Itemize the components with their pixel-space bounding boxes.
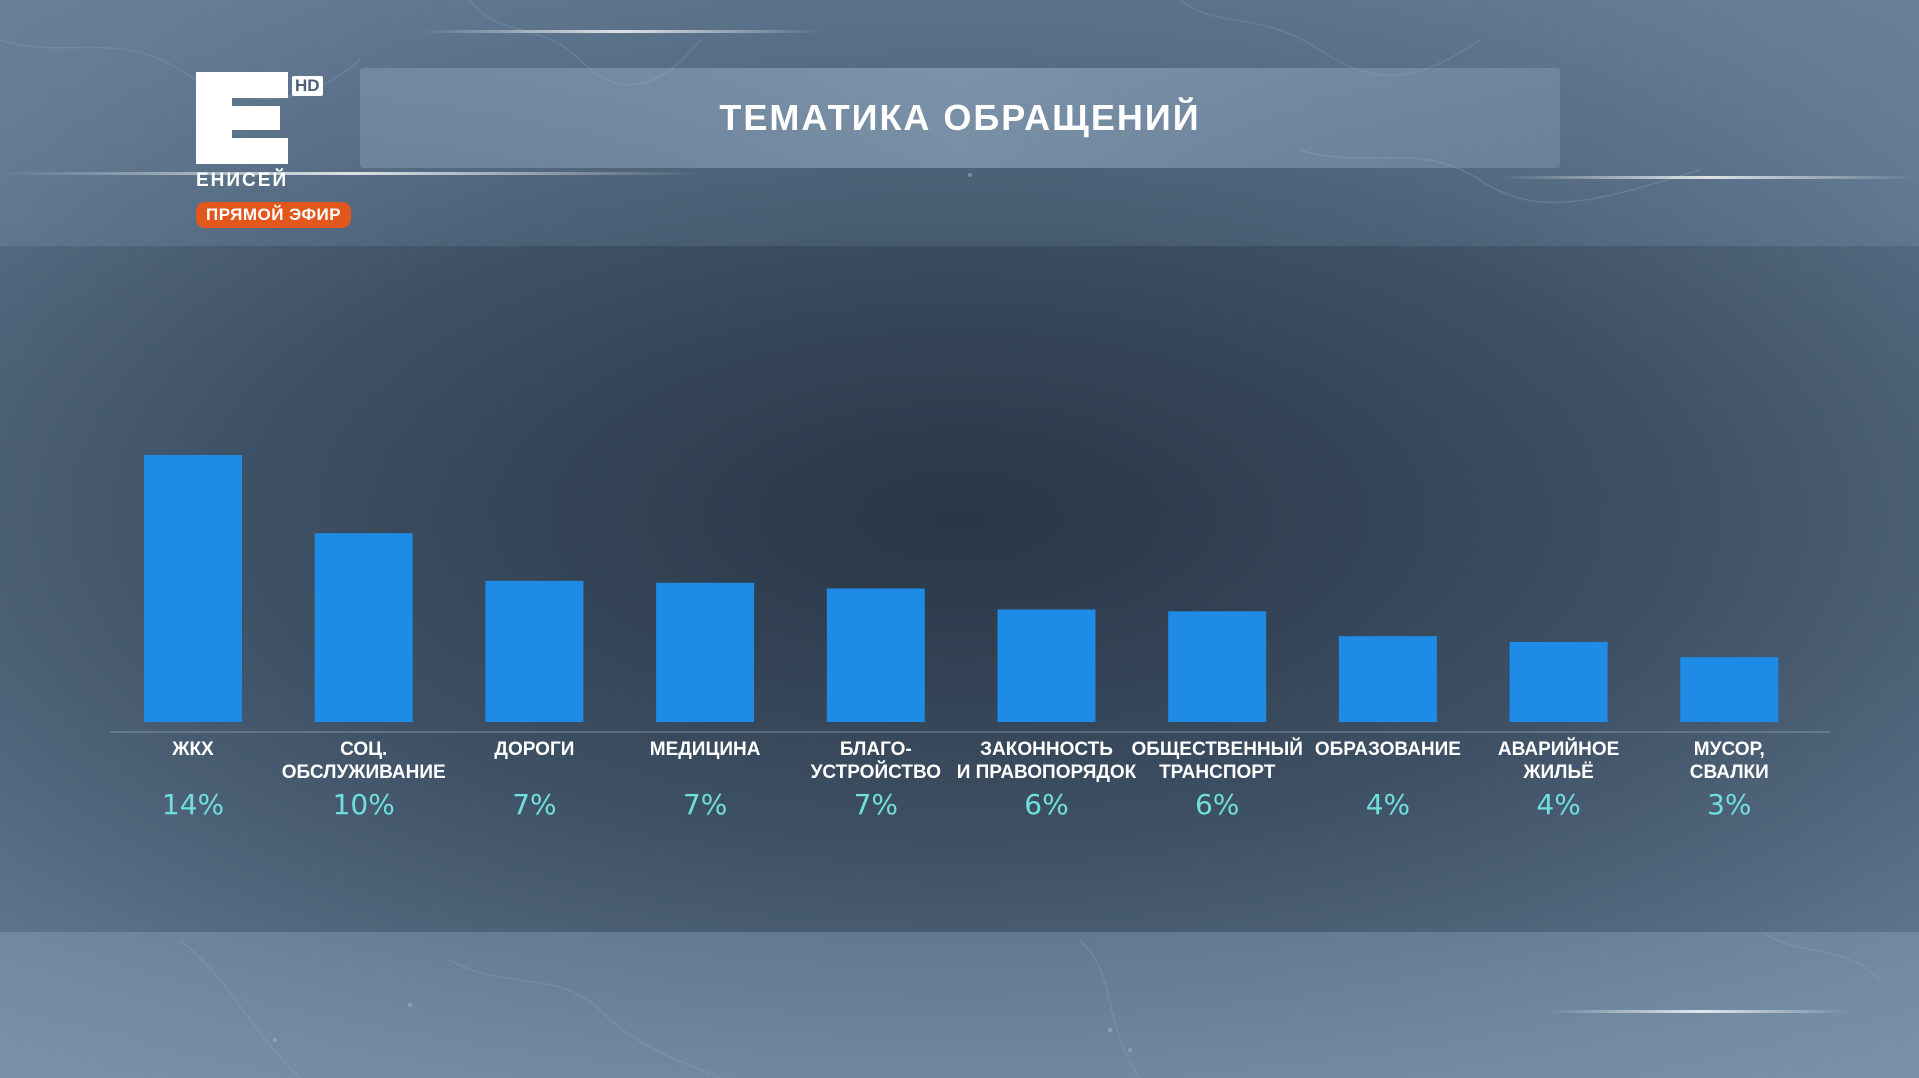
value-label: 6% [1195, 788, 1239, 821]
light-streak [0, 172, 700, 175]
light-streak [420, 30, 820, 33]
bar-9 [1509, 641, 1608, 722]
value-label: 7% [854, 788, 898, 821]
category-label: И ПРАВОПОРЯДОК [957, 762, 1137, 783]
category-label: СВАЛКИ [1690, 762, 1769, 783]
category-label: МЕДИЦИНА [650, 739, 761, 760]
title-bar: ТЕМАТИКА ОБРАЩЕНИЙ [360, 68, 1560, 168]
channel-name: ЕНИСЕЙ [196, 170, 289, 191]
bar-10 [1680, 657, 1779, 722]
category-label: ОБРАЗОВАНИЕ [1315, 739, 1461, 760]
light-streak [1550, 1010, 1850, 1013]
bar-2 [314, 533, 413, 722]
bottom-panel [0, 932, 1919, 1078]
bar-8 [1338, 636, 1437, 722]
value-label: 14% [162, 788, 224, 821]
bar-3 [485, 580, 584, 722]
bar-1 [144, 455, 242, 722]
value-label: 4% [1536, 788, 1580, 821]
value-label: 4% [1366, 788, 1410, 821]
category-label: ЖКХ [171, 739, 214, 760]
category-label: МУСОР, [1694, 739, 1765, 760]
category-label: АВАРИЙНОЕ [1498, 738, 1619, 760]
value-label: 10% [333, 788, 395, 821]
e-letter-icon [196, 72, 288, 164]
category-label: ОБСЛУЖИВАНИЕ [282, 762, 446, 783]
category-label: ОБЩЕСТВЕННЫЙ [1131, 738, 1302, 760]
channel-logo: HD ЕНИСЕЙ [196, 72, 336, 252]
bar-4 [656, 582, 755, 722]
category-label: ЗАКОННОСТЬ [980, 739, 1113, 760]
hd-badge: HD [292, 76, 323, 96]
value-label: 3% [1707, 788, 1751, 821]
value-label: 7% [683, 788, 727, 821]
category-label: УСТРОЙСТВО [811, 761, 941, 783]
light-streak [1500, 176, 1919, 179]
bar-6 [997, 609, 1096, 722]
category-label: СОЦ. [340, 739, 387, 760]
category-label: ЖИЛЬЁ [1522, 762, 1594, 783]
category-label: ДОРОГИ [494, 739, 574, 760]
bar-5 [826, 588, 925, 722]
value-label: 6% [1024, 788, 1068, 821]
value-label: 7% [512, 788, 556, 821]
category-label: ТРАНСПОРТ [1159, 762, 1276, 783]
category-label: БЛАГО- [840, 739, 912, 760]
live-badge: ПРЯМОЙ ЭФИР [196, 202, 352, 228]
bar-7 [1168, 611, 1267, 722]
page-title: ТЕМАТИКА ОБРАЩЕНИЙ [719, 97, 1201, 138]
